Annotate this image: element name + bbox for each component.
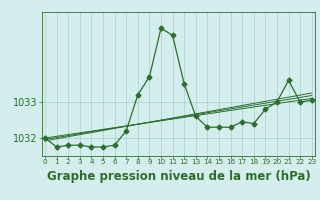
X-axis label: Graphe pression niveau de la mer (hPa): Graphe pression niveau de la mer (hPa) xyxy=(46,170,310,183)
